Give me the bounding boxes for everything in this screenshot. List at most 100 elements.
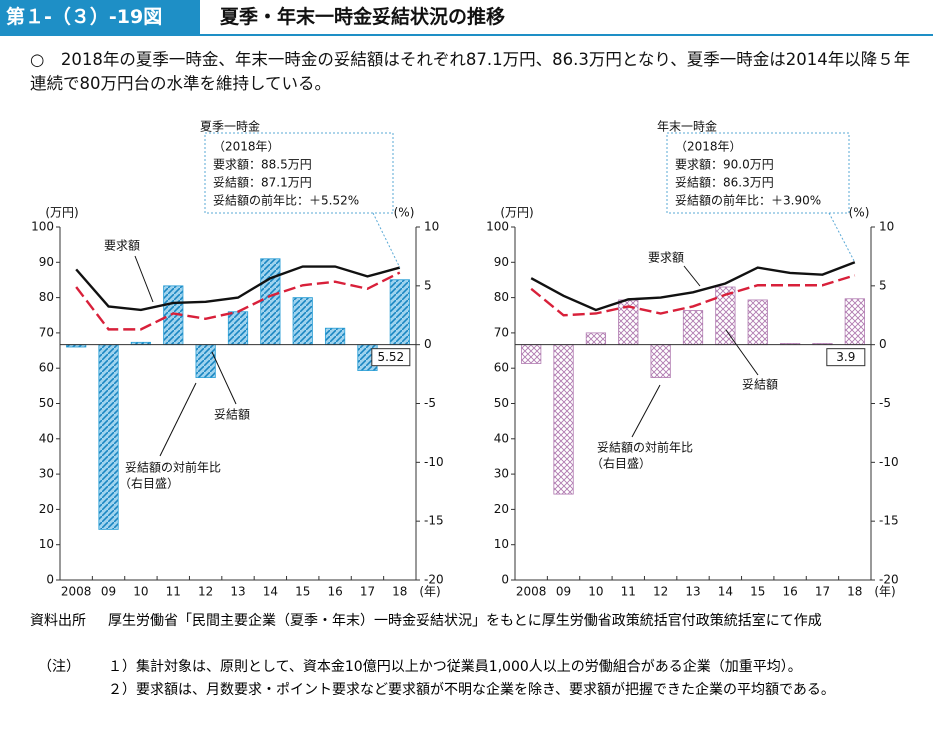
- notes: （注） １）集計対象は、原則として、資本金10億円以上かつ従業員1,000人以上…: [30, 656, 920, 702]
- bar: [389, 279, 410, 346]
- y2-tick-label: 10: [424, 220, 439, 234]
- y-tick-label: 50: [39, 396, 54, 410]
- x-tick-label: 15: [750, 585, 765, 599]
- source-label: 資料出所: [30, 613, 86, 629]
- line: [530, 274, 856, 317]
- callout-text: 要求額：90.0万円: [675, 158, 774, 172]
- bar: [682, 310, 704, 346]
- y-tick-label: 10: [39, 537, 54, 551]
- value-label-box: [826, 348, 866, 367]
- callout-box: [204, 132, 394, 214]
- y-tick-label: 40: [39, 431, 54, 445]
- y-tick-label: 80: [39, 290, 54, 304]
- y2-tick-label: -15: [879, 514, 899, 528]
- annotation-leader: [683, 265, 701, 287]
- x-tick-label: 2008: [516, 585, 547, 599]
- callout-pointer: [828, 212, 856, 263]
- y2-axis-unit: (%): [394, 206, 415, 220]
- bar: [747, 299, 768, 346]
- y-tick-label: 0: [46, 573, 54, 587]
- line: [75, 265, 401, 312]
- x-tick-label: 10: [133, 585, 148, 599]
- x-tick-label: 10: [588, 585, 603, 599]
- callout-text: （2018年）: [675, 140, 742, 154]
- series-annotation: 妥結額の対前年比: [125, 460, 221, 475]
- y2-axis-unit: (%): [849, 206, 870, 220]
- x-axis-unit: (年): [874, 585, 895, 599]
- figure-number: 第１-（３）-19図: [0, 0, 200, 34]
- x-tick-label: 14: [718, 585, 733, 599]
- y2-tick-label: -5: [879, 396, 891, 410]
- value-label: 3.9: [836, 350, 855, 364]
- x-tick-label: 09: [556, 585, 571, 599]
- callout-text: 妥結額：87.1万円: [213, 176, 312, 190]
- annotation-leader: [631, 384, 661, 438]
- y-tick-label: 90: [39, 255, 54, 269]
- x-tick-label: 16: [327, 585, 342, 599]
- x-tick-label: 12: [198, 585, 213, 599]
- callout-text: 要求額：88.5万円: [213, 158, 312, 172]
- source-text: 厚生労働省「民間主要企業（夏季・年末）一時金妥結状況」をもとに厚生労働省政策統括…: [108, 613, 822, 629]
- x-tick-label: 11: [166, 585, 181, 599]
- annotation-leader: [134, 255, 154, 303]
- callout-pointer: [372, 212, 401, 268]
- y-tick-label: 0: [501, 573, 509, 587]
- bar: [98, 344, 119, 530]
- chart-title: 夏季一時金: [200, 119, 260, 134]
- y-tick-label: 90: [494, 255, 509, 269]
- x-tick-label: 2008: [61, 585, 92, 599]
- x-tick-label: 17: [360, 585, 375, 599]
- notes-label: （注）: [38, 659, 80, 675]
- y-tick-label: 100: [486, 220, 509, 234]
- y2-tick-label: 5: [879, 278, 887, 292]
- x-tick-label: 18: [847, 585, 862, 599]
- line: [530, 261, 856, 312]
- summary: ○ 2018年の夏季一時金、年末一時金の妥結額はそれぞれ87.1万円、86.3万…: [30, 50, 911, 93]
- x-tick-label: 09: [101, 585, 116, 599]
- bar: [195, 344, 216, 379]
- x-tick-label: 11: [621, 585, 636, 599]
- series-annotation: 要求額: [104, 239, 140, 253]
- y-tick-label: 10: [494, 537, 509, 551]
- callout-text: 妥結額の前年比：＋5.52%: [213, 193, 359, 208]
- series-annotation-note: （右目盛）: [119, 476, 179, 491]
- bar: [585, 332, 607, 346]
- bar: [324, 327, 346, 346]
- y-tick-label: 30: [39, 467, 54, 481]
- bar: [650, 344, 671, 379]
- callout-text: 妥結額の前年比：＋3.90%: [675, 193, 821, 208]
- x-tick-label: 18: [392, 585, 407, 599]
- y-tick-label: 100: [31, 220, 54, 234]
- callout-box: [666, 132, 850, 214]
- y-tick-label: 60: [494, 361, 509, 375]
- y-tick-label: 80: [494, 290, 509, 304]
- value-label-box: [371, 348, 411, 367]
- header-rule: [0, 34, 933, 36]
- y-tick-label: 70: [39, 325, 54, 339]
- series-annotation: 妥結額の対前年比: [597, 440, 693, 455]
- note: ２）要求額は、月数要求・ポイント要求など要求額が不明な企業を除き、要求額が把握で…: [108, 682, 835, 698]
- y2-tick-label: -5: [424, 396, 436, 410]
- annotation-leader: [159, 382, 197, 457]
- y-tick-label: 50: [494, 396, 509, 410]
- x-tick-label: 12: [653, 585, 668, 599]
- source: 資料出所 厚生労働省「民間主要企業（夏季・年末）一時金妥結状況」をもとに厚生労働…: [30, 610, 920, 632]
- y2-tick-label: 0: [424, 337, 432, 351]
- series-annotation: 妥結額: [214, 408, 250, 422]
- series-annotation: 要求額: [648, 251, 684, 265]
- y2-tick-label: -15: [424, 514, 444, 528]
- line: [75, 271, 401, 331]
- annotation-leader: [211, 351, 237, 405]
- bar: [521, 344, 542, 364]
- y2-tick-label: -20: [879, 573, 899, 587]
- y2-tick-label: 0: [879, 337, 887, 351]
- y2-tick-label: 10: [879, 220, 894, 234]
- y2-tick-label: 5: [424, 278, 432, 292]
- annotation-leader: [725, 329, 759, 376]
- series-annotation: 妥結額: [742, 378, 778, 392]
- y2-tick-label: -20: [424, 573, 444, 587]
- chart-title: 年末一時金: [657, 119, 717, 134]
- value-label: 5.52: [377, 350, 404, 364]
- y-tick-label: 60: [39, 361, 54, 375]
